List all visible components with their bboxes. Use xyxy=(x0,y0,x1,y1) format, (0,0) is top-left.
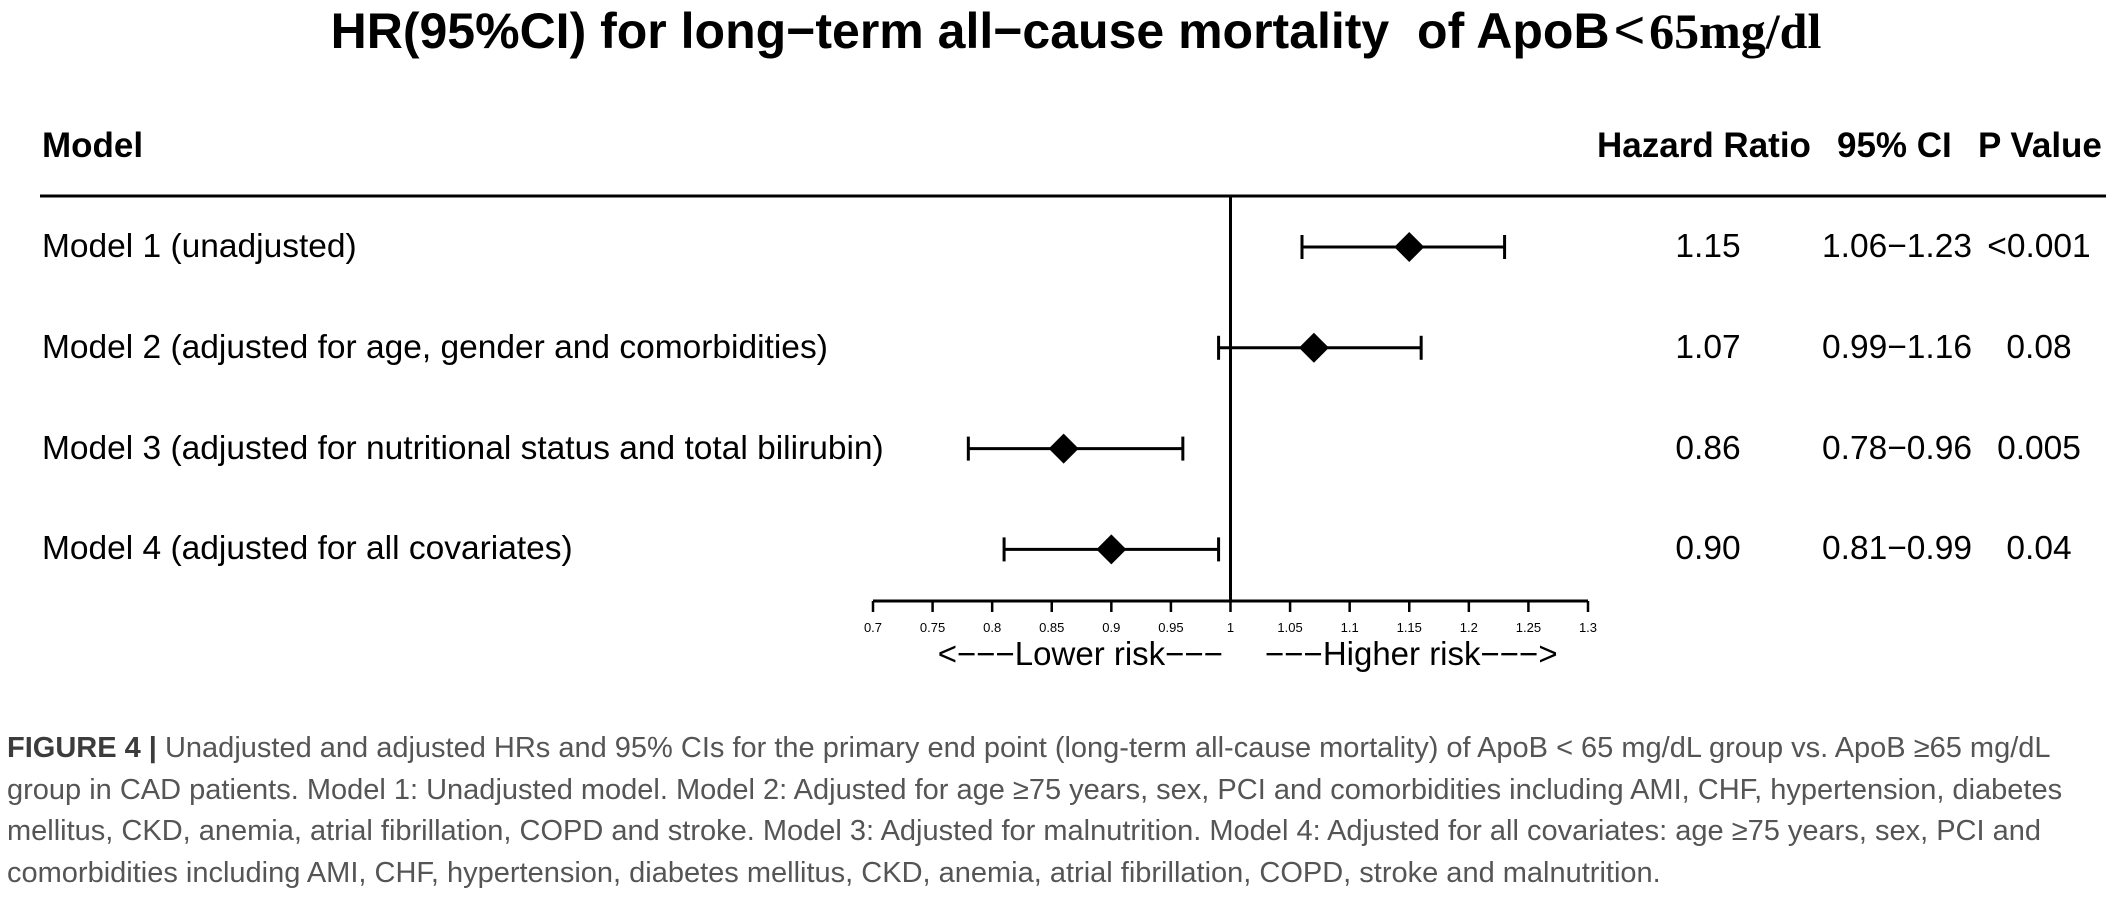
x-tick-label: 1.05 xyxy=(1277,620,1302,635)
x-tick-label: 1.25 xyxy=(1516,620,1541,635)
caption-line: comorbidities including AMI, CHF, hypert… xyxy=(7,856,1661,889)
figure-caption: FIGURE 4 | Unadjusted and adjusted HRs a… xyxy=(7,728,2109,894)
caption-line: FIGURE 4 | Unadjusted and adjusted HRs a… xyxy=(7,728,2109,770)
x-tick-label: 1.3 xyxy=(1579,620,1597,635)
row-p-value: 0.08 xyxy=(2006,329,2072,366)
row-ci: 0.81−0.99 xyxy=(1822,530,1972,567)
row-hazard-ratio: 1.15 xyxy=(1675,228,1741,265)
row-ci: 0.99−1.16 xyxy=(1822,329,1972,366)
column-header-p-value: P Value xyxy=(1978,126,2102,165)
lower-risk-label: <−−−Lower risk−−− xyxy=(938,635,1223,672)
row-label: Model 1 (unadjusted) xyxy=(42,228,357,265)
column-header-hazard-ratio: Hazard Ratio xyxy=(1597,126,1811,165)
row-hazard-ratio: 0.86 xyxy=(1675,430,1741,467)
row-ci: 0.78−0.96 xyxy=(1822,430,1972,467)
row-label: Model 3 (adjusted for nutritional status… xyxy=(42,430,884,467)
row-hazard-ratio: 1.07 xyxy=(1675,329,1741,366)
hr-point xyxy=(1298,332,1329,363)
row-p-value: 0.04 xyxy=(2006,530,2072,567)
x-tick-label: 0.95 xyxy=(1158,620,1183,635)
caption-text: Unadjusted and adjusted HRs and 95% CIs … xyxy=(164,732,2051,764)
figure-label: FIGURE 4 | xyxy=(7,732,157,764)
caption-line: group in CAD patients. Model 1: Unadjust… xyxy=(7,773,2063,806)
row-ci: 1.06−1.23 xyxy=(1822,228,1972,265)
chart-title: HR(95%CI) for long−term all−cause mortal… xyxy=(0,2,2116,59)
x-tick-label: 0.9 xyxy=(1102,620,1120,635)
column-header-model: Model xyxy=(42,126,144,165)
x-tick-label: 1 xyxy=(1227,620,1234,635)
row-hazard-ratio: 0.90 xyxy=(1675,530,1741,567)
x-tick-label: 0.85 xyxy=(1039,620,1064,635)
x-tick-label: 1.2 xyxy=(1460,620,1478,635)
hr-point xyxy=(1048,433,1079,464)
column-header-ci: 95% CI xyxy=(1837,126,1952,165)
higher-risk-label: −−−Higher risk−−−> xyxy=(1265,635,1558,672)
x-tick-label: 1.1 xyxy=(1341,620,1359,635)
row-label: Model 4 (adjusted for all covariates) xyxy=(42,530,573,567)
x-tick-label: 0.8 xyxy=(983,620,1001,635)
hr-point xyxy=(1394,232,1425,262)
plot-marks: 0.7 0.75 0.8 0.85 0.9 0.95 1 1.05 1.1 1.15 1.2 1.25… xyxy=(864,196,1597,635)
chart-title-threshold: 65mg/dl xyxy=(1649,3,1822,59)
x-tick-label: 1.15 xyxy=(1397,620,1422,635)
row-label: Model 2 (adjusted for age, gender and co… xyxy=(42,329,828,366)
forest-plot: 0.7 0.75 0.8 0.85 0.9 0.95 1 1.05 1.1 1.15 1.2 1.25… xyxy=(40,194,2106,672)
row-p-value: 0.005 xyxy=(1997,430,2081,467)
hr-point xyxy=(1096,534,1127,565)
row-p-value: <0.001 xyxy=(1987,228,2091,265)
chart-title-main: HR(95%CI) for long−term all−cause mortal… xyxy=(330,3,1610,59)
x-tick-label: 0.75 xyxy=(920,620,945,635)
chart-title-less-than: < xyxy=(1613,0,1646,60)
x-tick-label: 0.7 xyxy=(864,620,882,635)
caption-line: mellitus, CKD, anemia, atrial fibrillati… xyxy=(7,815,2041,847)
